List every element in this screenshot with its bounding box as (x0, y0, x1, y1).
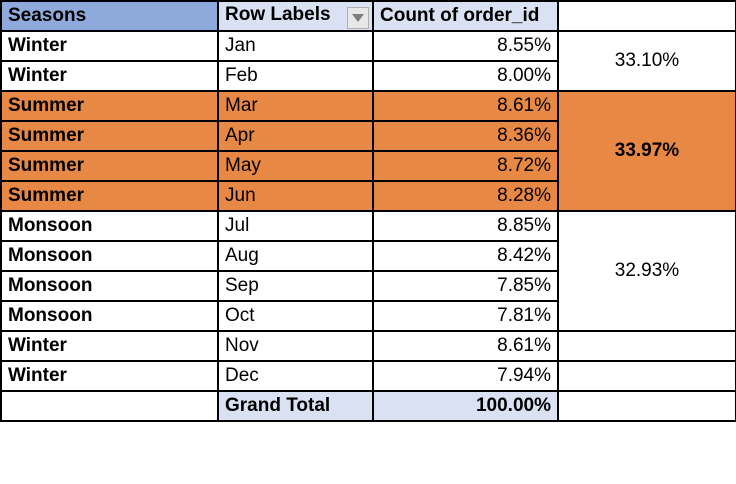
count-cell[interactable]: 8.61% (372, 330, 559, 362)
month-cell[interactable]: Oct (217, 300, 374, 332)
season-cell[interactable]: Winter (0, 60, 219, 92)
month-cell[interactable]: Sep (217, 270, 374, 302)
table-row: Summer Mar 8.61% 33.97% (0, 90, 736, 212)
season-cell[interactable]: Winter (0, 30, 219, 62)
table-row: Winter Dec 7.94% (0, 360, 736, 392)
empty-header-cell[interactable] (557, 0, 736, 32)
count-header[interactable]: Count of order_id (372, 0, 559, 32)
filter-dropdown-button[interactable] (347, 6, 369, 29)
month-cell[interactable]: Jun (217, 180, 374, 212)
table-row: Winter Feb 8.00% (0, 60, 736, 92)
table-row: Summer Apr 8.36% (0, 120, 736, 152)
table-row: Monsoon Oct 7.81% (0, 300, 736, 332)
count-cell[interactable]: 8.61% (372, 90, 559, 122)
row-labels-header[interactable]: Row Labels (217, 0, 374, 32)
grand-total-row: Grand Total 100.00% (0, 390, 736, 422)
season-cell[interactable]: Summer (0, 150, 219, 182)
grand-total-value[interactable]: 100.00% (372, 390, 559, 422)
month-cell[interactable]: Jul (217, 210, 374, 242)
season-cell[interactable]: Monsoon (0, 240, 219, 272)
count-cell[interactable]: 8.42% (372, 240, 559, 272)
empty-cell[interactable] (557, 390, 736, 422)
table-row: Summer May 8.72% (0, 150, 736, 182)
table-row: Winter Jan 8.55% 33.10% (0, 30, 736, 92)
count-cell[interactable]: 8.72% (372, 150, 559, 182)
season-cell[interactable]: Monsoon (0, 270, 219, 302)
month-cell[interactable]: Nov (217, 330, 374, 362)
season-cell[interactable]: Winter (0, 360, 219, 392)
table-row: Monsoon Sep 7.85% (0, 270, 736, 302)
table-row: Monsoon Aug 8.42% (0, 240, 736, 272)
count-cell[interactable]: 7.81% (372, 300, 559, 332)
empty-cell[interactable] (0, 390, 219, 422)
season-total-summer[interactable]: 33.97% (557, 90, 736, 212)
month-cell[interactable]: May (217, 150, 374, 182)
table-row: Summer Jun 8.28% (0, 180, 736, 212)
count-cell[interactable]: 8.55% (372, 30, 559, 62)
count-cell[interactable]: 7.94% (372, 360, 559, 392)
count-cell[interactable]: 8.00% (372, 60, 559, 92)
month-cell[interactable]: Apr (217, 120, 374, 152)
season-cell[interactable]: Summer (0, 180, 219, 212)
header-row: Seasons Row Labels Count of order_id (0, 0, 736, 32)
month-cell[interactable]: Jan (217, 30, 374, 62)
count-cell[interactable]: 8.28% (372, 180, 559, 212)
chevron-down-icon (352, 13, 364, 22)
row-labels-text: Row Labels (225, 3, 331, 25)
month-cell[interactable]: Mar (217, 90, 374, 122)
season-cell[interactable]: Summer (0, 90, 219, 122)
month-cell[interactable]: Feb (217, 60, 374, 92)
season-cell[interactable]: Monsoon (0, 210, 219, 242)
count-cell[interactable]: 7.85% (372, 270, 559, 302)
count-cell[interactable]: 8.85% (372, 210, 559, 242)
pivot-table: Seasons Row Labels Count of order_id Win… (0, 0, 736, 422)
empty-cell[interactable] (557, 330, 736, 362)
month-cell[interactable]: Aug (217, 240, 374, 272)
month-cell[interactable]: Dec (217, 360, 374, 392)
empty-cell[interactable] (557, 360, 736, 392)
season-total-monsoon[interactable]: 32.93% (557, 210, 736, 332)
season-cell[interactable]: Summer (0, 120, 219, 152)
grand-total-label[interactable]: Grand Total (217, 390, 374, 422)
season-total-winter[interactable]: 33.10% (557, 30, 736, 92)
seasons-header[interactable]: Seasons (0, 0, 219, 32)
table-row: Monsoon Jul 8.85% 32.93% (0, 210, 736, 332)
table-row: Winter Nov 8.61% (0, 330, 736, 362)
count-cell[interactable]: 8.36% (372, 120, 559, 152)
season-cell[interactable]: Monsoon (0, 300, 219, 332)
season-cell[interactable]: Winter (0, 330, 219, 362)
